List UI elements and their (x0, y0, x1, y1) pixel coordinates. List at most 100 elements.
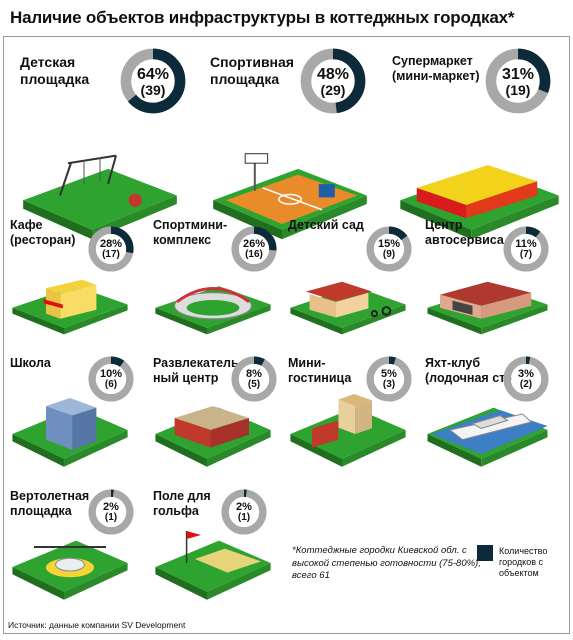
percent-label: 2% (103, 501, 119, 514)
grass-plate (12, 567, 64, 600)
donut-chart: 10% (6) (88, 356, 134, 402)
donut-chart: 3% (2) (503, 356, 549, 402)
grass-plate (400, 200, 472, 240)
grass-plate (342, 430, 406, 467)
percent-label: 2% (236, 501, 252, 514)
roof (174, 406, 249, 430)
grass-plate (64, 304, 128, 335)
donut-chart: 64% (39) (120, 48, 186, 114)
tricycle-icon (370, 310, 379, 318)
wall (210, 418, 249, 448)
item-label: Спортмини- комплекс (153, 218, 228, 247)
count-label: (29) (320, 81, 346, 98)
item-label: Детский сад (288, 218, 364, 232)
roof (338, 394, 372, 406)
donut-chart: 11% (7) (503, 226, 549, 272)
grass-plate (12, 434, 64, 467)
donut-chart: 15% (9) (366, 226, 412, 272)
infographic-frame (3, 36, 570, 634)
cafe-icon (10, 272, 130, 342)
roof (306, 281, 372, 302)
legend-label: Количество городков с объектом (499, 546, 548, 578)
tricycle-icon (381, 306, 392, 316)
school-icon (10, 390, 130, 475)
grass-plate (290, 434, 342, 467)
item-label: Супермаркет (мини-маркет) (392, 54, 480, 83)
yacht-icon (425, 390, 550, 475)
percent-label: 5% (381, 368, 397, 381)
backboard (244, 153, 269, 164)
item-label: Вертолетная площадка (10, 489, 90, 518)
donut-chart: 5% (3) (366, 356, 412, 402)
source-note: Источник: данные компании SV Development (8, 620, 186, 630)
wall (46, 406, 73, 450)
field (186, 300, 240, 316)
count-label: (1) (237, 512, 251, 524)
donut-share (231, 356, 277, 402)
grass-plate (290, 307, 342, 335)
wall (466, 181, 538, 219)
golf-field-icon (153, 523, 273, 608)
helipad-icon (10, 523, 130, 608)
grass-plate (290, 407, 406, 459)
icon-part (278, 193, 302, 205)
item-label: Поле для гольфа (153, 489, 211, 518)
percent-label: 28% (99, 238, 123, 251)
donut-chart: 2% (1) (88, 489, 134, 535)
count-label: (17) (102, 249, 120, 261)
car-service-icon (425, 272, 550, 342)
grass-plate (207, 304, 271, 335)
count-label: (16) (245, 249, 263, 261)
roof (440, 281, 532, 306)
percent-label: 64% (136, 65, 170, 83)
wall (355, 400, 372, 434)
donut-share (366, 226, 412, 272)
count-label: (19) (505, 81, 531, 98)
grass-plate (155, 434, 207, 467)
supermarket-icon (397, 148, 562, 248)
donut-chart: 48% (29) (300, 48, 366, 114)
count-label: (6) (104, 379, 118, 391)
grass-plate (155, 567, 207, 600)
bunker (195, 548, 261, 573)
item-label: Центр автосервиса (425, 218, 504, 247)
wall (338, 399, 356, 434)
grass-plate (282, 195, 367, 240)
wall (174, 418, 211, 448)
item-label: Школа (10, 356, 51, 370)
donut-share (485, 48, 551, 114)
donut-chart: 2% (1) (221, 489, 267, 535)
grass-plate (471, 195, 559, 240)
item-label: Спортивная площадка (210, 54, 294, 87)
wall (72, 407, 97, 450)
icon-part (67, 154, 117, 165)
roof (46, 398, 97, 416)
stands (176, 287, 250, 304)
count-label: (5) (247, 379, 261, 391)
flag-icon (186, 531, 201, 539)
item-label: Развлекатель- ный центр (153, 356, 243, 385)
awning (43, 299, 63, 309)
footnote: *Коттеджные городки Киевской обл. с высо… (292, 545, 481, 581)
count-label: (7) (519, 249, 533, 261)
percent-label: 11% (515, 238, 537, 251)
count-label: (9) (382, 249, 396, 261)
percent-label: 3% (518, 368, 534, 381)
page-title: Наличие объектов инфраструктуры в коттед… (10, 8, 515, 27)
wall (336, 292, 369, 318)
item-label: Детская площадка (20, 54, 90, 87)
wall (312, 420, 339, 448)
percent-label: 48% (316, 65, 350, 83)
grass-plate (64, 563, 128, 600)
grass-plate (12, 307, 64, 335)
donut-share (231, 226, 277, 272)
icon-part (59, 161, 73, 196)
hotel-icon (288, 390, 408, 475)
grass-plate (23, 200, 93, 240)
legend-swatch (477, 545, 493, 561)
percent-label: 31% (501, 65, 535, 83)
wall (309, 294, 336, 318)
count-label: (3) (382, 379, 396, 391)
grass-plate (155, 307, 207, 335)
yacht-cabin (471, 415, 509, 429)
